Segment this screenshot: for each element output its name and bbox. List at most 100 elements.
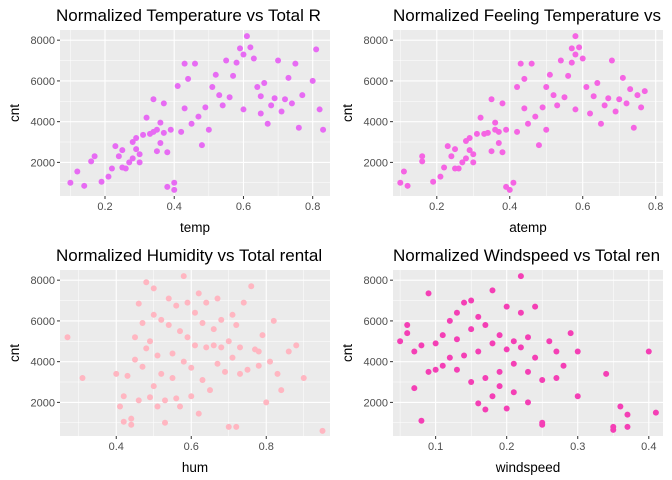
x-axis-title: windspeed (495, 460, 561, 475)
scatter-point (195, 290, 202, 297)
x-axis-title: atemp (509, 220, 547, 235)
scatter-point (157, 140, 164, 147)
y-tick-label: 8000 (31, 275, 55, 287)
scatter-point (129, 155, 136, 162)
scatter-point (270, 317, 277, 324)
plot-panel-background (393, 270, 663, 436)
scatter-point (499, 149, 506, 156)
scatter-point (319, 427, 326, 434)
scatter-point (250, 55, 257, 62)
scatter-point (489, 340, 496, 347)
scatter-point (546, 71, 553, 78)
scatter-point (288, 100, 295, 107)
scatter-point (214, 295, 221, 302)
scatter-point (210, 342, 217, 349)
scatter-point (192, 342, 198, 349)
scatter-point (218, 316, 225, 323)
scatter-point (237, 45, 243, 52)
scatter-point (506, 186, 513, 193)
scatter-point (397, 338, 404, 345)
scatter-point (162, 397, 168, 404)
scatter-point (425, 290, 432, 297)
scatter-point (517, 60, 524, 67)
scatter-point (560, 362, 567, 369)
scatter-point (222, 368, 228, 375)
scatter-point (136, 159, 143, 166)
scatter-point (173, 395, 180, 402)
scatter-point (133, 146, 140, 153)
scatter-point (574, 348, 581, 355)
scatter-point (453, 366, 460, 373)
scatter-point (223, 57, 230, 64)
scatter-point (132, 334, 138, 341)
scatter-point (439, 332, 446, 339)
scatter-point (496, 332, 503, 339)
scatter-point (233, 59, 240, 66)
scatter-point (278, 387, 285, 394)
scatter-point (154, 352, 161, 359)
scatter-point (162, 419, 168, 426)
scatter-point (525, 368, 531, 375)
scatter-point (264, 120, 271, 127)
y-tick-label: 2000 (31, 157, 55, 169)
scatter-point (247, 44, 254, 51)
scatter-point (452, 146, 459, 153)
scatter-point (619, 74, 626, 81)
scatter-point (122, 165, 129, 172)
y-axis-title: cnt (7, 104, 22, 122)
scatter-point (240, 106, 247, 113)
scatter-point (624, 423, 631, 430)
scatter-point (488, 96, 495, 103)
scatter-point (79, 374, 86, 381)
scatter-point (268, 102, 275, 109)
scatter-point (143, 345, 150, 352)
scatter-point (135, 397, 142, 404)
scatter-point (120, 418, 127, 425)
scatter-point (492, 119, 499, 126)
scatter-panel-4: 0.1 0.2 0.3 0.4 2000 4000 6000 8000 Normalized W… (340, 246, 663, 475)
scatter-point (285, 348, 292, 355)
scatter-point (248, 283, 255, 290)
scatter-point (432, 340, 439, 347)
scatter-point (488, 148, 495, 155)
scatter-point (510, 338, 517, 345)
scatter-point (466, 147, 473, 154)
scatter-point (313, 46, 320, 53)
scatter-point (180, 273, 187, 280)
scatter-point (229, 311, 236, 318)
scatter-point (641, 88, 648, 95)
scatter-point (572, 33, 579, 40)
scatter-point (237, 344, 243, 351)
scatter-point (470, 151, 477, 158)
scatter-point (482, 321, 489, 328)
scatter-point (446, 317, 453, 324)
scatter-point (430, 178, 437, 185)
scatter-point (177, 403, 183, 410)
scatter-point (171, 186, 178, 193)
scatter-point (128, 421, 135, 428)
scatter-point (455, 165, 462, 172)
scatter-point (126, 159, 133, 166)
scatter-point (150, 383, 157, 390)
scatter-point (616, 96, 623, 103)
y-tick-label: 4000 (31, 117, 55, 129)
scatter-point (572, 51, 579, 58)
y-tick-label: 8000 (364, 275, 388, 287)
scatter-point (233, 423, 240, 430)
scatter-point (503, 346, 510, 353)
scatter-point (205, 126, 212, 133)
scatter-point (226, 94, 233, 101)
scatter-point (167, 126, 174, 133)
y-axis-title: cnt (7, 344, 22, 362)
scatter-point (594, 79, 601, 86)
scatter-point (164, 149, 171, 156)
scatter-point (203, 344, 210, 351)
scatter-point (271, 95, 278, 102)
scatter-point (568, 45, 575, 52)
scatter-point (617, 403, 624, 410)
scatter-point (295, 124, 302, 131)
scatter-point (237, 370, 243, 377)
x-tick-label: 0.6 (184, 441, 199, 453)
scatter-point (576, 44, 583, 51)
